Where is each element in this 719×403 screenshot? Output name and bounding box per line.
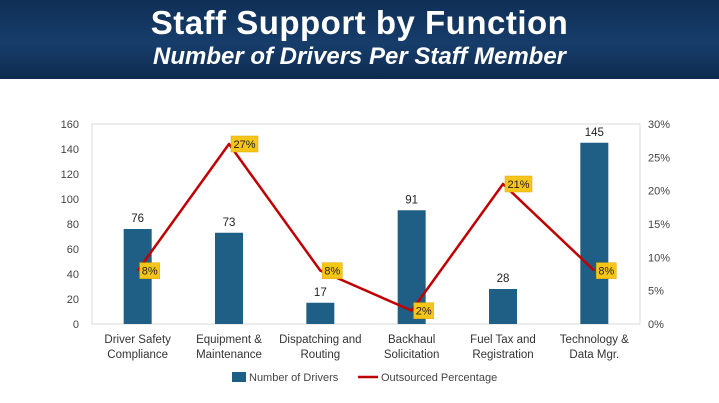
y-left-tick-label: 0 (73, 319, 79, 331)
line-data-label: 8% (142, 266, 158, 278)
chart-title: Staff Support by Function (150, 4, 569, 41)
line-data-label-bg (504, 175, 533, 193)
bar (580, 142, 609, 324)
y-left-tick-label: 140 (61, 144, 79, 156)
title-banner (0, 0, 719, 79)
y-left-tick-label: 60 (67, 244, 79, 256)
x-tick-label: Registration (472, 349, 533, 361)
line-data-label-bg (322, 262, 343, 279)
line-data-label-bg (230, 135, 259, 153)
y-right-tick-label: 15% (648, 219, 670, 231)
y-right-tick-label: 5% (648, 286, 664, 298)
bar (215, 232, 243, 324)
bar (306, 302, 335, 324)
legend-label-line: Outsourced Percentage (381, 372, 497, 384)
y-right-tick-label: 10% (648, 252, 670, 264)
y-right-tick-label: 0% (648, 319, 664, 331)
line-data-label: 8% (324, 266, 340, 278)
x-tick-label: Data Mgr. (569, 349, 619, 361)
y-left-tick-label: 80 (67, 219, 79, 231)
line-data-label: 27% (233, 139, 255, 151)
x-tick-label: Backhaul (388, 334, 435, 346)
bar-value-label: 91 (405, 194, 418, 206)
bar-value-label: 17 (314, 287, 327, 299)
x-tick-label: Fuel Tax and (470, 334, 536, 346)
bar-value-label: 145 (585, 127, 604, 139)
chart-subtitle: Number of Drivers Per Staff Member (152, 43, 566, 70)
y-left-tick-label: 120 (61, 169, 79, 181)
x-tick-label: Driver Safety (104, 334, 171, 346)
x-tick-label: Routing (301, 349, 341, 361)
x-tick-label: Compliance (107, 349, 168, 361)
y-right-tick-label: 30% (648, 119, 670, 131)
line-data-label: 21% (507, 179, 529, 191)
x-tick-label: Maintenance (196, 349, 262, 361)
y-left-tick-label: 20 (67, 294, 79, 306)
x-tick-label: Technology & (560, 334, 629, 346)
bar-value-label: 73 (223, 217, 236, 229)
bar-value-label: 76 (131, 213, 144, 225)
line-data-label-bg (596, 262, 617, 279)
line-data-label: 2% (416, 306, 432, 318)
x-tick-label: Dispatching and (279, 334, 361, 346)
bar (489, 289, 517, 324)
legend-swatch-bars (232, 372, 246, 382)
plot-area-border (91, 123, 641, 325)
line-data-label-bg (413, 302, 434, 319)
y-right-tick-label: 20% (648, 186, 670, 198)
outsourced-line (136, 142, 596, 312)
y-left-tick-label: 160 (61, 119, 79, 131)
line-data-label-bg (139, 262, 160, 279)
x-tick-label: Equipment & (196, 334, 262, 346)
y-right-tick-label: 25% (648, 152, 670, 164)
y-left-tick-label: 100 (61, 194, 79, 206)
x-tick-label: Solicitation (384, 349, 440, 361)
line-data-label: 8% (598, 266, 614, 278)
y-left-tick-label: 40 (67, 269, 79, 281)
bar-value-label: 28 (497, 273, 510, 285)
legend-label-bars: Number of Drivers (249, 372, 339, 384)
